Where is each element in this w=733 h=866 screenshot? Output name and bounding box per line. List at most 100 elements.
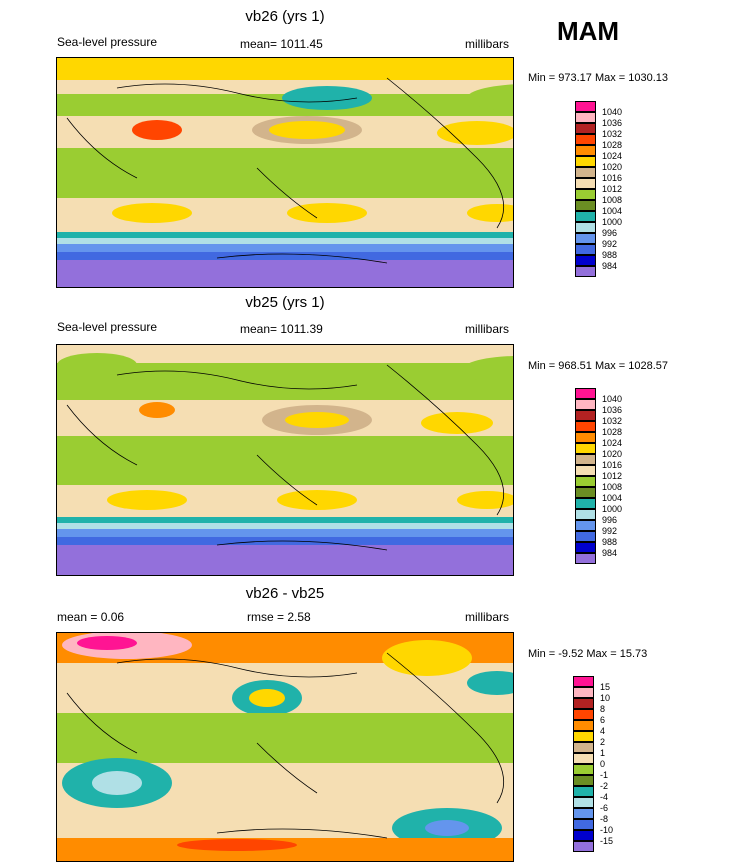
panel-2-legend-label: 996: [602, 515, 618, 525]
panel-3-legend-box-8: [573, 764, 594, 775]
panel-3-units: millibars: [465, 610, 510, 624]
panel-1-legend-label: 996: [602, 228, 618, 238]
panel-1-map: [56, 57, 514, 288]
panel-2-legend-box-11: [575, 509, 596, 520]
panel-3-tropical-band: [57, 713, 513, 763]
panel-1-band-984: [57, 260, 513, 287]
panel-3-legend-box-4: [573, 720, 594, 731]
panel-1-arctic-high: [57, 58, 513, 80]
panel-1-legend-box-14: [575, 255, 596, 266]
panel-2-south-atlantic-high: [457, 491, 513, 509]
panel-2-legend-label: 1032: [602, 416, 623, 426]
panel-3-legend-label: -6: [600, 803, 609, 813]
panel-3-legend-label: 6: [600, 715, 606, 725]
panel-2-azores-high: [421, 412, 493, 434]
panel-1-variable-label: Sea-level pressure: [57, 35, 158, 49]
panel-1-legend-label: 1036: [602, 118, 623, 128]
panel-2-legend-label: 1024: [602, 438, 623, 448]
panel-3-legend-label: 4: [600, 726, 606, 736]
panel-1-legend-label: 1016: [602, 173, 623, 183]
panel-3-atlantic-positive: [382, 640, 472, 676]
panel-3-legend-label: -15: [600, 836, 614, 846]
panel-2-legend-box-7: [575, 465, 596, 476]
panel-3-legend-box-2: [573, 698, 594, 709]
panel-3-legend-label: 10: [600, 693, 611, 703]
panel-3-legend-box-11: [573, 797, 594, 808]
panel-3-legend-box-13: [573, 819, 594, 830]
panel-3-legend-label: -1: [600, 770, 609, 780]
panel-1-legend-box-0: [575, 101, 596, 112]
panel-3-title: vb26 - vb25: [245, 585, 325, 602]
panel-2-legend-box-3: [575, 421, 596, 432]
panel-2-legend-box-2: [575, 410, 596, 421]
panel-2-legend-box-10: [575, 498, 596, 509]
panel-1-legend-label: 1040: [602, 107, 623, 117]
panel-2-map: [56, 344, 514, 576]
panel-2-legend-box-13: [575, 531, 596, 542]
panel-1-legend-box-6: [575, 167, 596, 178]
panel-3-legend-label: -4: [600, 792, 609, 802]
panel-2-tibet-high: [139, 402, 175, 418]
panel-2-band-992: [57, 529, 513, 537]
panel-1-legend-label: 988: [602, 250, 618, 260]
panel-2-legend-box-8: [575, 476, 596, 487]
panel-3-legend-box-14: [573, 830, 594, 841]
panel-3-legend-box-0: [573, 676, 594, 687]
panel-1-legend-label: 1000: [602, 217, 623, 227]
panel-1-band-988: [57, 252, 513, 260]
panel-2-legend-label: 1036: [602, 405, 623, 415]
panel-1-indian-high: [112, 203, 192, 223]
panel-2-legend-box-0: [575, 388, 596, 399]
panel-1-band-992: [57, 244, 513, 252]
panel-3-legend-box-12: [573, 808, 594, 819]
panel-3-rmse: rmse = 2.58: [247, 610, 311, 624]
panel-3-legend-label: 15: [600, 682, 611, 692]
panel-3-legend-box-9: [573, 775, 594, 786]
panel-1-south-pacific-high: [287, 203, 367, 223]
panel-1-map-svg: [57, 58, 513, 287]
panel-1-legend-box-13: [575, 244, 596, 255]
panel-2-icelandic-low: [462, 356, 513, 384]
panel-3-legend-box-15: [573, 841, 594, 852]
panel-1-units: millibars: [465, 37, 510, 51]
panel-1-tibet-high: [132, 120, 182, 140]
panel-3-east-negative: [467, 671, 513, 695]
panel-1-legend-box-12: [575, 233, 596, 244]
panel-2-legend-label: 984: [602, 548, 618, 558]
panel-3-legend-label: 0: [600, 759, 606, 769]
panel-1-legend-label: 1012: [602, 184, 623, 194]
panel-3-legend-label: -10: [600, 825, 614, 835]
panel-3-map: [56, 632, 514, 862]
panel-3-southern-negative-core: [425, 820, 469, 836]
panel-2-legend-box-6: [575, 454, 596, 465]
panel-3-legend-label: -8: [600, 814, 609, 824]
panel-1-coastlines: [66, 77, 504, 264]
panel-2-legend-label: 1028: [602, 427, 623, 437]
panel-1-band-996: [57, 238, 513, 244]
panel-1-legend-label: 1020: [602, 162, 623, 172]
panel-2-band-1004: [57, 517, 513, 523]
panel-1-legend-box-7: [575, 178, 596, 189]
panel-1-legend-label: 1008: [602, 195, 623, 205]
panel-3-legend-label: 2: [600, 737, 606, 747]
panel-3-mean: mean = 0.06: [57, 610, 125, 624]
panel-1-legend-box-9: [575, 200, 596, 211]
panel-1-legend-label: 1024: [602, 151, 623, 161]
panel-3-minmax: Min = -9.52 Max = 15.73: [528, 648, 648, 660]
panel-2-legend-label: 992: [602, 526, 618, 536]
panel-1-legend-box-10: [575, 211, 596, 222]
panel-1-azores-high: [437, 121, 513, 145]
panel-2-band-984: [57, 545, 513, 575]
panel-2-legend-box-5: [575, 443, 596, 454]
panel-2-legend-box-1: [575, 399, 596, 410]
panel-2-legend-box-4: [575, 432, 596, 443]
panel-2-legend-label: 1016: [602, 460, 623, 470]
panel-2-legend-box-14: [575, 542, 596, 553]
panel-2-legend-label: 1040: [602, 394, 623, 404]
panel-1-legend-box-11: [575, 222, 596, 233]
season-label: MAM: [557, 16, 620, 46]
panel-3-map-svg: [57, 633, 513, 861]
panel-1-legend-label: 1032: [602, 129, 623, 139]
panel-1-legend-label: 984: [602, 261, 618, 271]
panel-1-legend-box-5: [575, 156, 596, 167]
